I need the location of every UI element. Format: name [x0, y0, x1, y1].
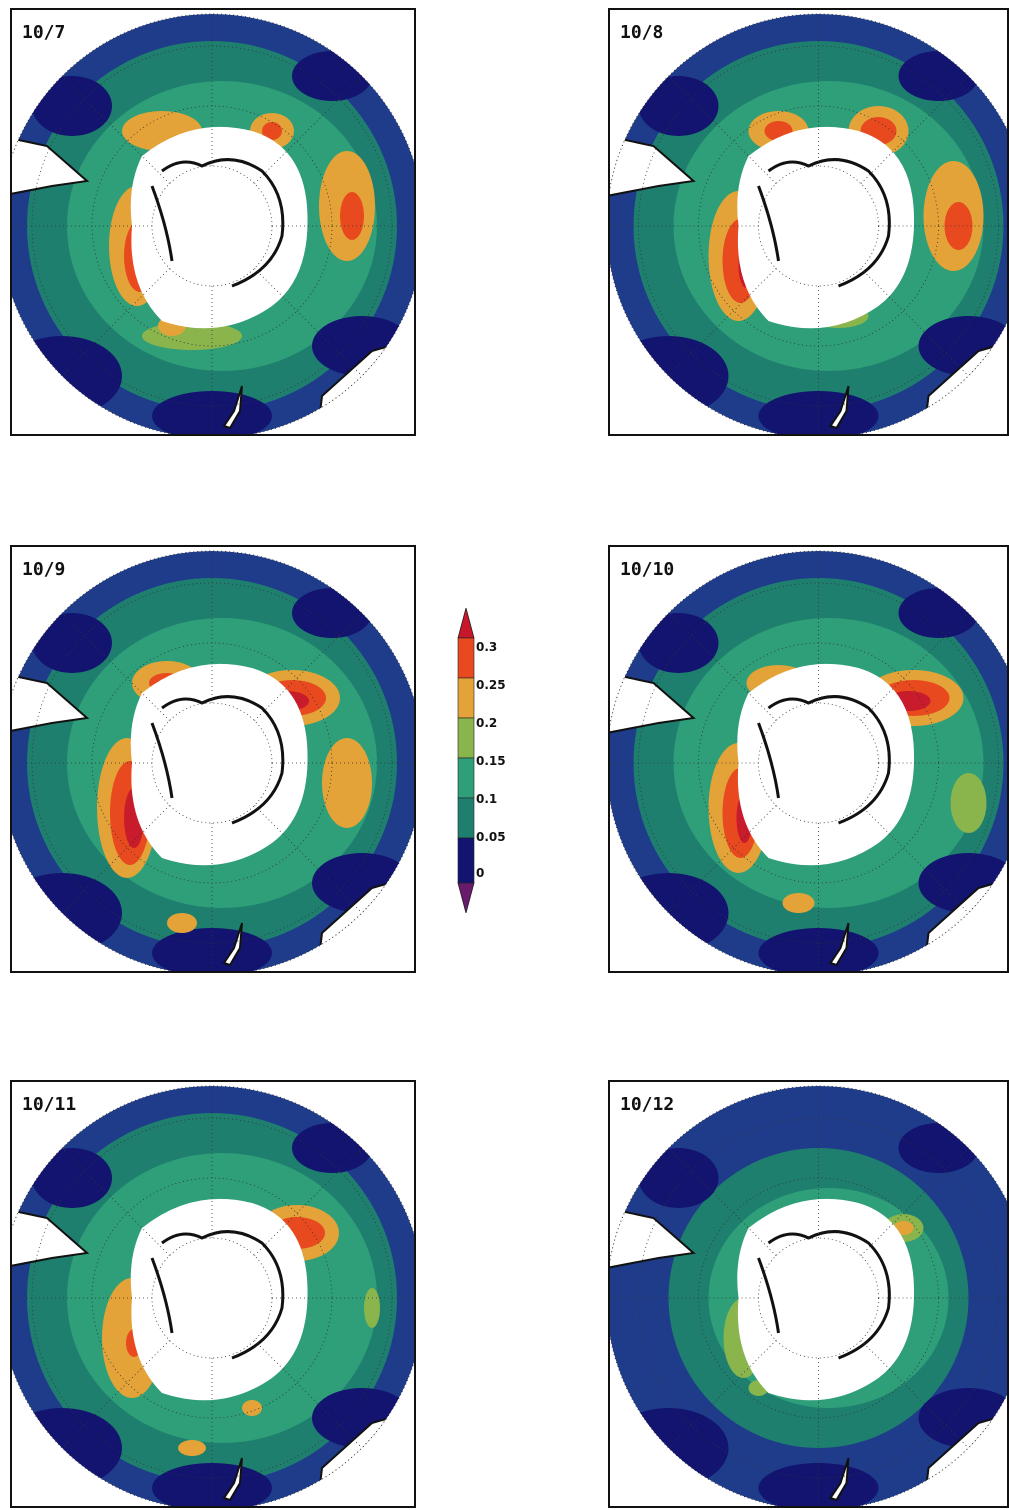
colorbar-top-arrow	[457, 608, 475, 639]
colorbar-tick-label: 0.1	[476, 792, 498, 806]
meridian-line	[61, 805, 170, 914]
colorbar-segment	[457, 637, 475, 679]
panel-date-label: 10/7	[22, 22, 66, 43]
meridian-line	[61, 268, 170, 377]
colorbar-tick-label: 0.05	[476, 830, 506, 844]
map-panel-10-9: 10/9	[10, 545, 416, 973]
polar-map	[12, 550, 414, 971]
map-panel-10-10: 10/10	[608, 545, 1009, 973]
polar-map	[12, 13, 414, 434]
colorbar-segment	[457, 677, 475, 719]
colorbar-segment	[457, 837, 475, 884]
meridian-line	[668, 268, 777, 377]
colorbar-segment	[457, 717, 475, 759]
low-value-region	[32, 76, 112, 136]
low-value-region	[898, 1123, 979, 1173]
meridian-line	[61, 1340, 170, 1449]
low-value-region	[292, 588, 372, 638]
new-zealand-landmass	[222, 385, 243, 430]
colorbar-bottom-arrow	[457, 882, 475, 913]
low-value-region	[292, 1123, 372, 1173]
panel-date-label: 10/12	[620, 1094, 675, 1115]
low-value-region	[898, 588, 979, 638]
low-value-region	[610, 1408, 729, 1488]
meridian-line	[668, 805, 777, 914]
coastline	[757, 1230, 891, 1360]
colorbar-tick-label: 0	[476, 866, 485, 880]
polar-map	[12, 1085, 414, 1506]
sea-ice-region	[130, 1198, 308, 1401]
low-value-region	[292, 51, 372, 101]
panel-date-label: 10/10	[620, 559, 675, 580]
south-america-landmass	[610, 1206, 696, 1270]
high-value-region	[782, 893, 815, 913]
new-zealand-landmass	[828, 922, 850, 967]
colorbar-segment	[457, 757, 475, 799]
high-value-region	[950, 773, 987, 833]
south-america-landmass	[12, 671, 90, 735]
meridian-line	[860, 1340, 969, 1449]
new-zealand-landmass	[828, 385, 850, 430]
high-value-region	[242, 1400, 262, 1416]
panel-date-label: 10/9	[22, 559, 66, 580]
map-panel-10-12: 10/12	[608, 1080, 1009, 1508]
colorbar-segment	[457, 797, 475, 839]
colorbar-tick-label: 0.3	[476, 640, 498, 654]
low-value-region	[610, 336, 729, 416]
meridian-line	[860, 268, 969, 377]
new-zealand-landmass	[828, 1457, 850, 1502]
map-panel-10-11: 10/11	[10, 1080, 416, 1508]
map-panel-10-7: 10/7	[10, 8, 416, 436]
high-value-region	[167, 913, 197, 933]
south-america-landmass	[610, 671, 696, 735]
south-america-landmass	[610, 134, 696, 198]
colorbar-tick-label: 0.2	[476, 716, 498, 730]
sea-ice-region	[737, 1198, 915, 1401]
colorbar-scale	[457, 608, 475, 913]
new-zealand-landmass	[222, 1457, 243, 1502]
sea-ice-region	[130, 126, 308, 329]
low-value-region	[898, 51, 979, 101]
coastline	[757, 695, 891, 825]
high-value-region	[178, 1440, 206, 1456]
sea-ice-region	[737, 663, 915, 866]
low-value-region	[638, 613, 719, 673]
meridian-line	[668, 1340, 777, 1449]
high-value-region	[262, 122, 282, 140]
colorbar-tick-label: 0.25	[476, 678, 506, 692]
polar-map	[610, 13, 1007, 434]
low-value-region	[638, 76, 719, 136]
panel-date-label: 10/11	[22, 1094, 77, 1115]
new-zealand-landmass	[222, 922, 243, 967]
sea-ice-region	[130, 663, 308, 866]
meridian-line	[254, 75, 363, 184]
colorbar: 0.3 0.25 0.2 0.15 0.1 0.05 0	[456, 608, 520, 913]
low-value-region	[638, 1148, 719, 1208]
coastline	[757, 158, 891, 288]
coastline	[150, 695, 285, 825]
low-value-region	[610, 873, 729, 953]
sea-ice-region	[737, 126, 915, 329]
polar-map	[610, 550, 1007, 971]
panel-date-label: 10/8	[620, 22, 664, 43]
low-value-region	[32, 1148, 112, 1208]
meridian-line	[254, 1340, 363, 1449]
meridian-line	[61, 75, 170, 184]
colorbar-tick-label: 0.15	[476, 754, 506, 768]
map-panel-10-8: 10/8	[608, 8, 1009, 436]
low-value-region	[32, 613, 112, 673]
meridian-line	[860, 805, 969, 914]
high-value-region	[364, 1288, 380, 1328]
meridian-line	[254, 805, 363, 914]
coastline	[150, 158, 285, 288]
south-america-landmass	[12, 134, 90, 198]
south-america-landmass	[12, 1206, 90, 1270]
meridian-line	[254, 268, 363, 377]
polar-map	[610, 1085, 1007, 1506]
coastline	[150, 1230, 285, 1360]
high-value-region	[322, 738, 372, 828]
high-value-region	[340, 192, 364, 240]
